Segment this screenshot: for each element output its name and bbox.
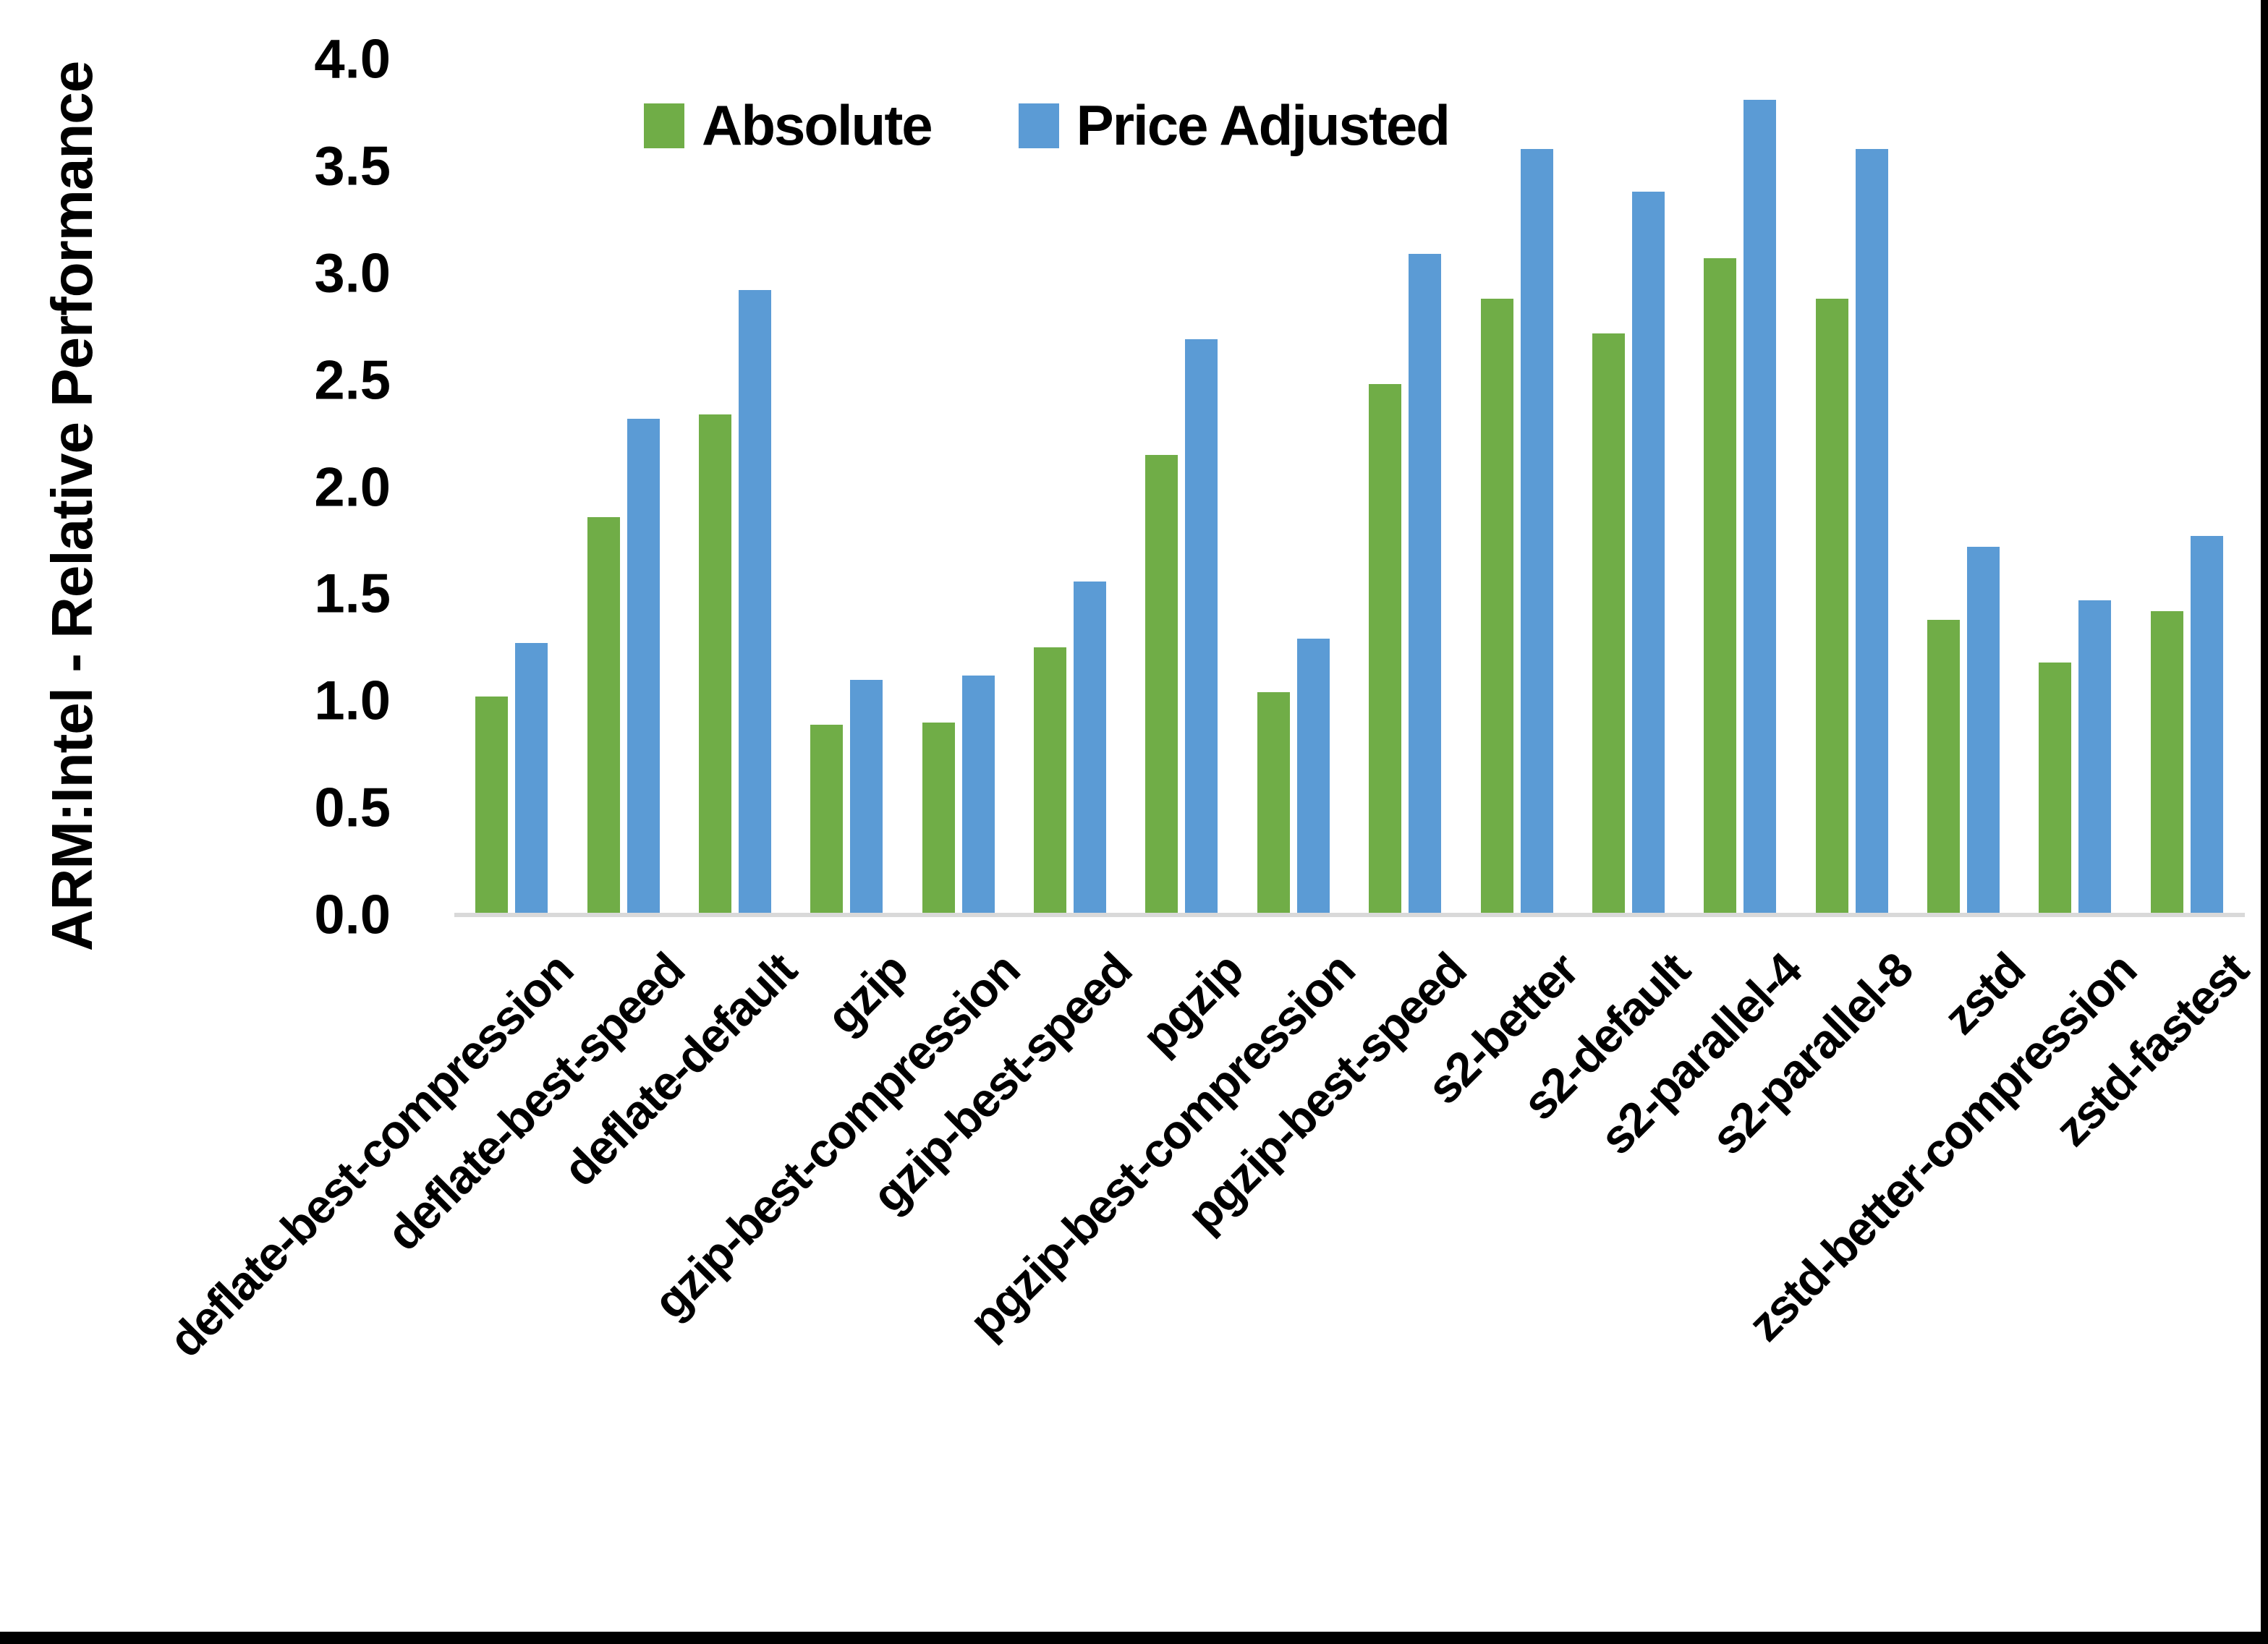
- frame-border-bottom: [0, 1632, 2268, 1644]
- bar-price-adjusted: [1074, 582, 1106, 913]
- legend-label: Price Adjusted: [1076, 93, 1451, 157]
- bar-absolute: [1592, 333, 1625, 913]
- y-tick-label: 3.0: [314, 242, 391, 304]
- bar-absolute: [810, 725, 843, 913]
- bar-price-adjusted: [515, 643, 548, 913]
- bar-absolute: [1816, 299, 1848, 913]
- y-tick-label: 1.0: [314, 670, 391, 732]
- y-tick-label: 4.0: [314, 28, 391, 90]
- bar-price-adjusted: [739, 290, 771, 913]
- bar-absolute: [1369, 384, 1401, 913]
- y-tick-label: 0.0: [314, 884, 391, 946]
- legend-swatch-icon: [1018, 103, 1059, 148]
- bar-absolute: [2151, 611, 2183, 913]
- y-tick-label: 2.5: [314, 349, 391, 412]
- bar-price-adjusted: [1967, 547, 2000, 913]
- bar-price-adjusted: [1744, 100, 1776, 913]
- bar-absolute: [2039, 663, 2071, 913]
- y-axis-title: ARM:Intel - Relative Performance: [40, 61, 104, 952]
- chart-legend: Absolute Price Adjusted: [644, 93, 1451, 158]
- bar-price-adjusted: [962, 676, 995, 913]
- bar-price-adjusted: [2191, 536, 2223, 913]
- bar-price-adjusted: [1185, 339, 1218, 913]
- bar-absolute: [699, 414, 731, 913]
- legend-item: Absolute: [644, 93, 933, 158]
- bar-price-adjusted: [850, 680, 883, 913]
- y-tick-label: 3.5: [314, 135, 391, 197]
- bar-price-adjusted: [1297, 639, 1330, 913]
- x-axis-line: [454, 913, 2245, 917]
- bar-absolute: [1257, 692, 1290, 913]
- y-tick-label: 2.0: [314, 456, 391, 518]
- legend-item: Price Adjusted: [1018, 93, 1451, 158]
- bar-price-adjusted: [627, 419, 660, 913]
- bar-absolute: [475, 697, 508, 913]
- bar-price-adjusted: [1856, 149, 1888, 913]
- bar-absolute: [922, 723, 955, 913]
- legend-label: Absolute: [702, 93, 933, 157]
- bar-absolute: [1145, 455, 1178, 913]
- y-tick-label: 0.5: [314, 777, 391, 839]
- bar-absolute: [1927, 620, 1960, 913]
- legend-swatch-icon: [644, 103, 684, 148]
- bar-absolute: [1481, 299, 1513, 913]
- bar-absolute: [587, 517, 620, 913]
- y-tick-label: 1.5: [314, 563, 391, 625]
- frame-border-right: [2261, 0, 2268, 1644]
- bar-price-adjusted: [1521, 149, 1553, 913]
- bar-price-adjusted: [1409, 254, 1441, 913]
- bar-price-adjusted: [1632, 192, 1665, 913]
- bar-absolute: [1704, 258, 1736, 913]
- bar-price-adjusted: [2078, 600, 2111, 913]
- bar-absolute: [1034, 647, 1066, 913]
